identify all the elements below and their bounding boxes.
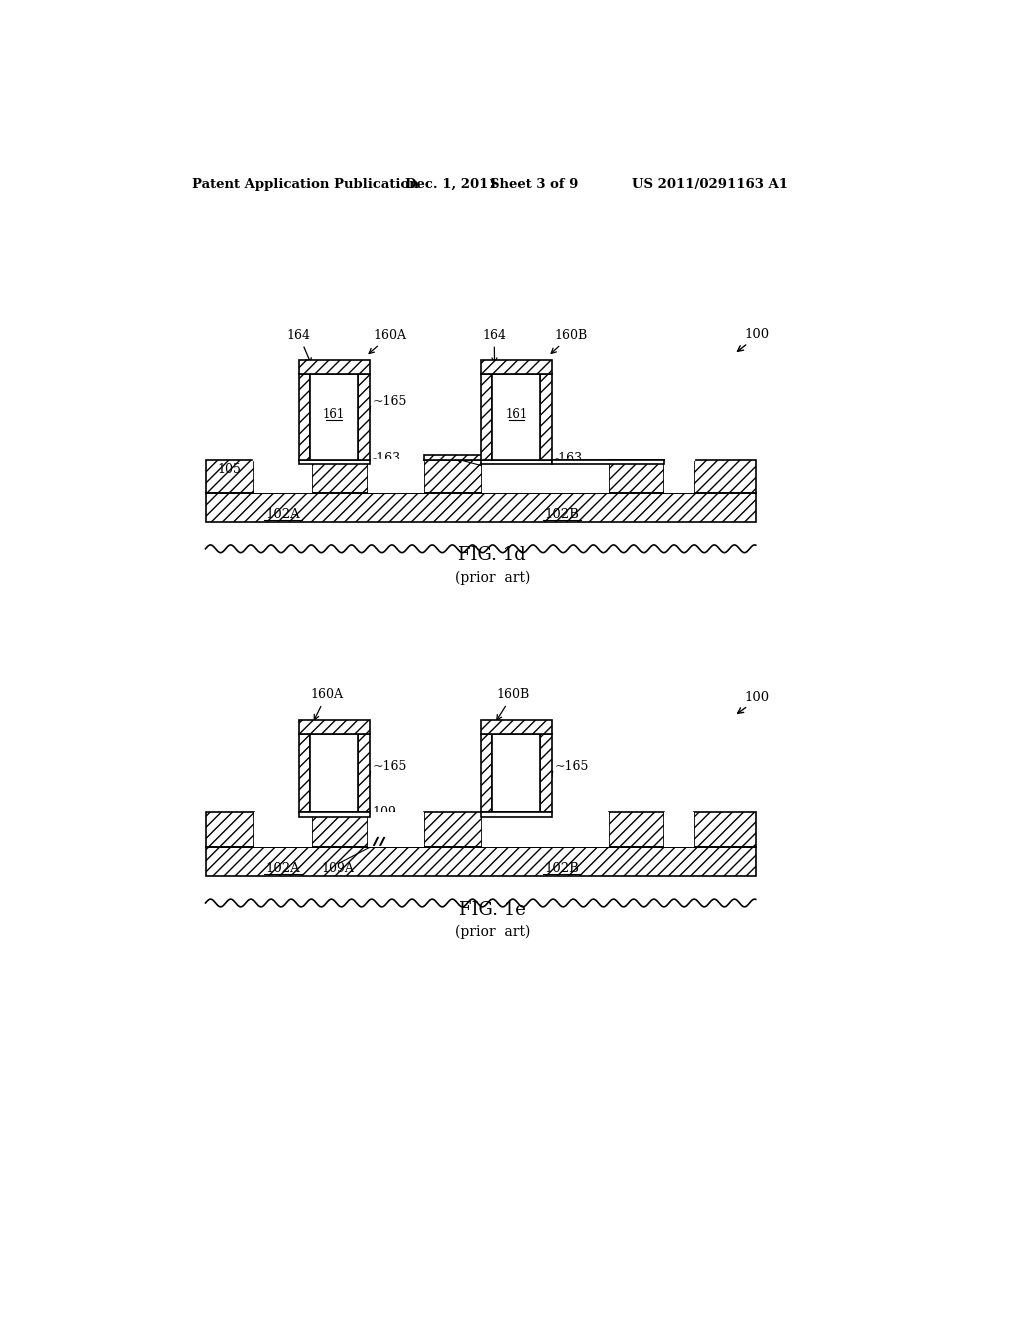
Text: (prior  art): (prior art) <box>455 925 530 939</box>
Bar <box>424 812 482 847</box>
Bar <box>206 461 254 492</box>
Bar <box>480 374 493 461</box>
Bar <box>480 360 552 374</box>
Text: ~165: ~165 <box>372 760 407 772</box>
Bar <box>312 461 369 492</box>
Bar <box>482 461 608 492</box>
Bar <box>482 812 608 847</box>
Bar <box>608 461 665 492</box>
Text: 102A: 102A <box>265 508 300 521</box>
Text: 165L: 165L <box>457 458 522 479</box>
Bar <box>312 812 369 847</box>
Text: 160A: 160A <box>369 329 407 354</box>
Bar <box>665 812 693 847</box>
Text: 100: 100 <box>744 327 769 341</box>
Bar <box>310 734 358 812</box>
Text: (prior  art): (prior art) <box>455 570 530 585</box>
Bar <box>541 374 552 461</box>
Bar <box>693 461 756 492</box>
Text: 164: 164 <box>287 329 311 363</box>
Bar <box>358 374 370 461</box>
Text: FIG. 1e: FIG. 1e <box>459 900 525 919</box>
Bar <box>608 812 665 847</box>
Bar <box>299 812 370 817</box>
Bar <box>552 461 665 465</box>
Text: 102A: 102A <box>265 862 300 875</box>
Bar <box>310 374 358 461</box>
Text: 161: 161 <box>323 408 345 421</box>
Bar <box>480 719 552 734</box>
Bar <box>369 461 424 492</box>
Bar <box>206 847 756 876</box>
Bar <box>206 812 254 847</box>
Text: US 2011/0291163 A1: US 2011/0291163 A1 <box>632 178 787 190</box>
Text: 160B: 160B <box>496 688 529 719</box>
Bar <box>493 374 541 461</box>
Text: 105: 105 <box>329 442 352 455</box>
Bar <box>206 492 756 521</box>
Bar <box>358 734 370 812</box>
Bar <box>480 734 493 812</box>
Text: FIG. 1d: FIG. 1d <box>459 546 526 565</box>
Text: ~165: ~165 <box>372 395 407 408</box>
Text: 160B: 160B <box>551 329 588 354</box>
Text: -163: -163 <box>554 451 583 465</box>
Text: Sheet 3 of 9: Sheet 3 of 9 <box>489 178 579 190</box>
Bar <box>493 734 541 812</box>
Bar <box>480 812 552 817</box>
Text: Dec. 1, 2011: Dec. 1, 2011 <box>406 178 498 190</box>
Text: 100: 100 <box>744 692 769 705</box>
Text: 109: 109 <box>372 807 396 818</box>
Bar <box>480 461 552 465</box>
Text: 102B: 102B <box>545 508 580 521</box>
Bar <box>665 461 693 492</box>
Text: 109A: 109A <box>322 862 354 875</box>
Bar <box>299 374 310 461</box>
Bar <box>299 719 370 734</box>
Bar <box>299 461 370 465</box>
Text: 160A: 160A <box>310 688 343 719</box>
Bar <box>541 734 552 812</box>
Bar <box>254 461 312 492</box>
Bar <box>693 812 756 847</box>
Bar <box>299 734 310 812</box>
Bar <box>424 461 482 492</box>
Bar <box>299 360 370 374</box>
Bar <box>424 455 482 461</box>
Text: 161: 161 <box>505 408 527 421</box>
Text: 105: 105 <box>217 462 242 475</box>
Text: ~165: ~165 <box>554 760 589 772</box>
Text: Patent Application Publication: Patent Application Publication <box>191 178 418 190</box>
Bar <box>254 812 312 847</box>
Text: 164: 164 <box>482 329 506 363</box>
Text: -163: -163 <box>372 451 400 465</box>
Bar <box>369 812 424 847</box>
Text: 102B: 102B <box>545 862 580 875</box>
